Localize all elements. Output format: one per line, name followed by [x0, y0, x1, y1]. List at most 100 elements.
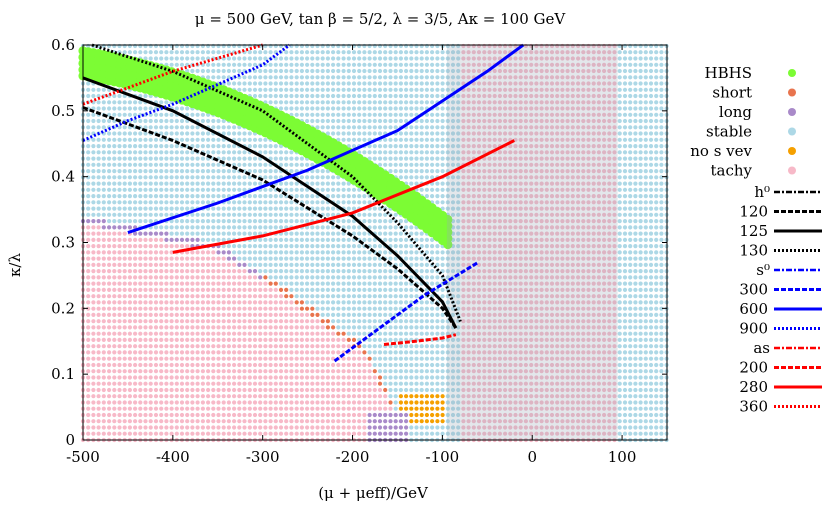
scan-point	[242, 425, 247, 430]
scan-point	[424, 112, 429, 117]
scan-point	[117, 125, 122, 130]
scan-point	[482, 112, 487, 117]
scan-point	[112, 281, 117, 286]
scan-point	[226, 412, 231, 418]
scan-point	[424, 400, 429, 405]
scan-point	[174, 194, 179, 199]
scan-point	[377, 50, 383, 55]
scan-point	[247, 337, 252, 342]
scan-point	[86, 300, 91, 305]
scan-point	[471, 194, 476, 199]
scan-point	[409, 93, 414, 99]
scan-point	[404, 312, 409, 317]
scan-point	[315, 337, 320, 342]
scan-point	[221, 156, 226, 161]
scan-point	[294, 100, 299, 105]
scan-point	[101, 412, 106, 418]
scan-point	[237, 425, 242, 430]
scan-point	[310, 400, 315, 405]
scan-point	[268, 144, 273, 149]
scan-point	[456, 412, 461, 418]
scan-point	[320, 431, 325, 436]
plot-background	[83, 45, 667, 440]
scan-point	[289, 400, 294, 405]
scan-point	[148, 156, 153, 161]
scan-point	[414, 344, 419, 349]
scan-point	[200, 400, 205, 405]
scan-point	[195, 325, 200, 330]
scan-point	[164, 206, 169, 211]
scan-point	[466, 300, 471, 305]
scan-point	[377, 231, 383, 236]
scan-point	[263, 369, 268, 374]
scan-point	[159, 281, 164, 286]
scan-point	[211, 306, 216, 311]
scan-point	[179, 237, 185, 242]
scan-point	[456, 406, 461, 411]
scan-point	[153, 312, 159, 317]
scan-point	[310, 369, 315, 374]
scan-point	[195, 50, 200, 55]
scan-point	[258, 269, 263, 274]
scan-point	[96, 325, 101, 330]
scan-point	[482, 62, 487, 67]
scan-point	[450, 137, 456, 142]
scan-point	[450, 150, 456, 155]
scan-point	[320, 56, 325, 61]
scan-point	[336, 325, 341, 330]
scan-point	[169, 400, 174, 405]
scan-point	[273, 381, 278, 386]
scan-point	[404, 118, 409, 124]
scan-point	[346, 181, 351, 186]
scan-point	[325, 106, 330, 111]
scan-point	[320, 118, 325, 124]
scan-point	[430, 175, 435, 180]
scan-point	[122, 331, 127, 336]
scan-point	[252, 331, 258, 336]
scan-point	[263, 162, 268, 167]
scan-point	[133, 344, 138, 349]
scan-point	[278, 244, 284, 249]
scan-point	[341, 56, 346, 61]
scan-point	[482, 287, 487, 292]
scan-point	[216, 344, 221, 349]
scan-point	[398, 287, 403, 292]
scan-point	[273, 156, 278, 161]
scan-point	[174, 356, 179, 361]
scan-point	[117, 219, 122, 224]
scan-point	[315, 75, 320, 80]
scan-point	[117, 281, 122, 286]
scan-point	[383, 56, 388, 61]
scan-point	[409, 319, 414, 324]
scan-point	[367, 350, 372, 355]
scan-point	[237, 150, 242, 155]
scan-point	[148, 294, 153, 299]
scan-point	[299, 68, 304, 74]
scan-point	[450, 394, 456, 399]
scan-point	[331, 269, 336, 274]
scan-point	[289, 50, 294, 55]
scan-point	[242, 81, 247, 86]
scan-point	[299, 406, 304, 411]
scan-point	[174, 381, 179, 386]
scan-point	[372, 331, 377, 336]
scan-point	[456, 118, 461, 124]
scan-point	[263, 56, 268, 61]
scan-point	[383, 294, 388, 299]
scan-point	[252, 400, 258, 405]
scan-point	[456, 175, 461, 180]
scan-point	[122, 369, 127, 374]
scan-point	[117, 387, 122, 393]
scan-point	[107, 331, 112, 336]
scan-point	[179, 162, 185, 167]
scan-point	[461, 150, 466, 155]
scan-point	[310, 56, 315, 61]
scan-point	[325, 225, 330, 230]
scan-point	[200, 325, 205, 330]
scan-point	[96, 387, 101, 393]
scan-point	[325, 187, 330, 192]
scan-point	[206, 369, 211, 374]
scan-point	[357, 425, 362, 430]
scan-point	[273, 362, 278, 368]
scan-point	[471, 225, 476, 230]
